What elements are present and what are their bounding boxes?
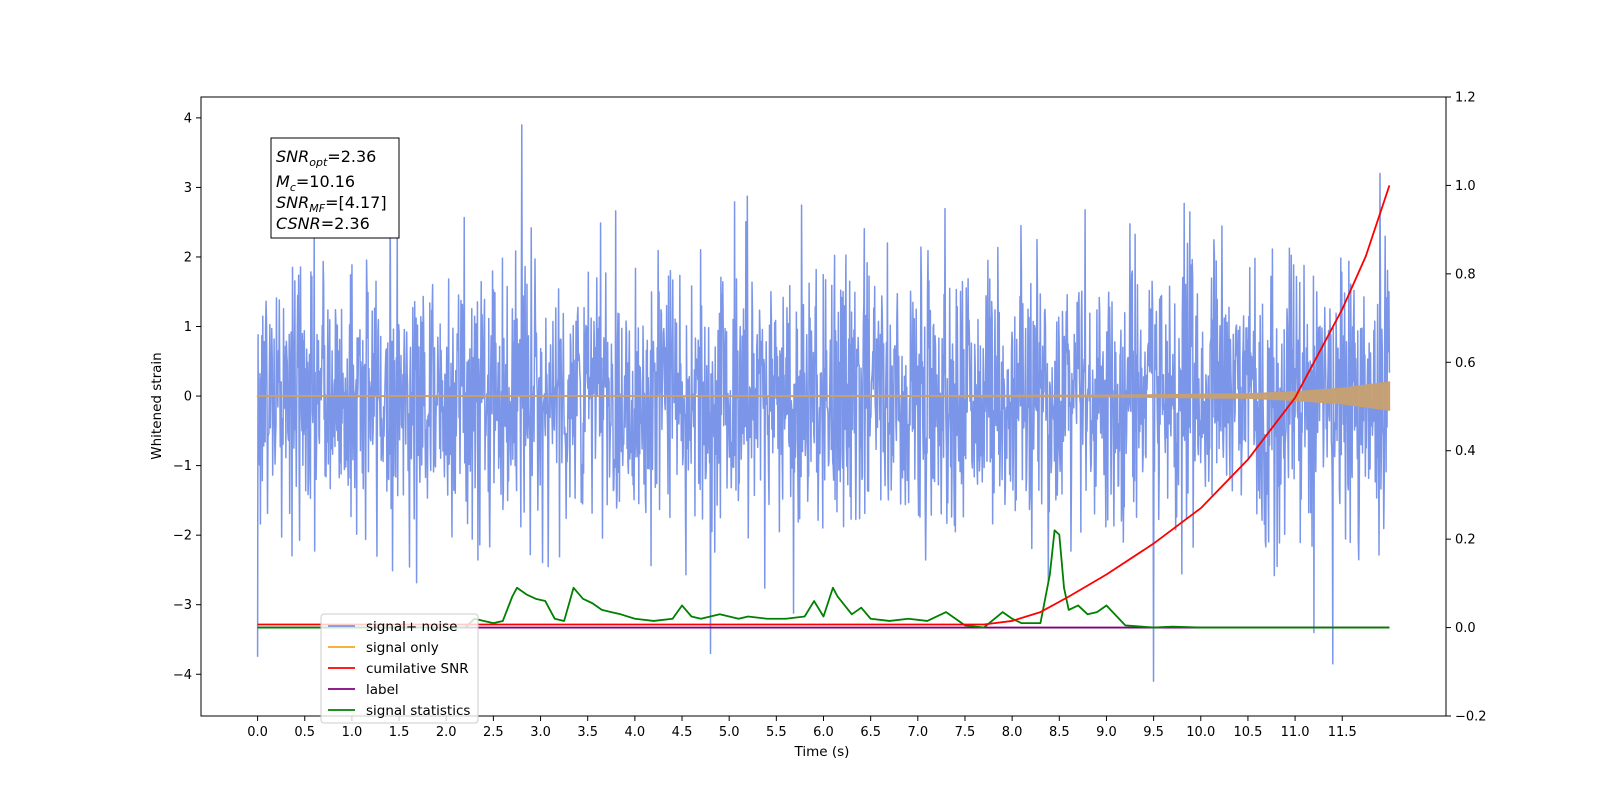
x-tick-label: 7.0 [907, 725, 928, 740]
x-tick-label: 1.5 [389, 725, 410, 740]
x-tick-label: 8.5 [1049, 725, 1070, 740]
annotation-line-snr-opt: SNRopt=2.36 [276, 147, 376, 169]
legend-label: signal only [366, 640, 439, 656]
legend-signal-statistics: signal statistics [328, 703, 470, 719]
x-tick-label: 5.0 [719, 725, 740, 740]
x-tick-label: 7.5 [955, 725, 976, 740]
x-axis-label: Time (s) [794, 744, 850, 760]
stats-annotation-box: SNRopt=2.36 Mc=10.16 SNRMF=[4.17] CSNR=2… [270, 137, 400, 239]
y-tick-label: 4 [184, 111, 192, 126]
legend-label: label [366, 682, 399, 698]
y2-tick-label: −0.2 [1455, 710, 1487, 725]
y2-tick-label: 0.8 [1455, 267, 1476, 282]
annotation-line-snr-mf: SNRMF=[4.17] [276, 193, 387, 215]
y-tick-label: −2 [173, 529, 192, 544]
y2-axis-ticks: −0.2 0.0 0.2 0.4 0.6 0.8 1.0 1.2 [1446, 91, 1487, 725]
x-axis-ticks: 0.0 0.5 1.0 1.5 2.0 2.5 3.0 3.5 4.0 4.5 5.0 5.5 6.0 6… [247, 716, 1357, 740]
x-tick-label: 4.0 [625, 725, 646, 740]
x-tick-label: 2.5 [483, 725, 504, 740]
plot-area [200, 96, 1447, 717]
legend-signal-noise: signal+ noise [328, 619, 457, 635]
legend-cumulative-snr: cumilative SNR [328, 661, 469, 677]
x-tick-label: 4.5 [672, 725, 693, 740]
x-tick-label: 9.0 [1096, 725, 1117, 740]
series-signal-statistics [257, 529, 1390, 629]
x-tick-label: 10.5 [1233, 725, 1262, 740]
y2-tick-label: 0.4 [1455, 444, 1476, 459]
legend: signal+ noise signal only cumilative SNR la… [320, 613, 479, 724]
y2-tick-label: 0.6 [1455, 356, 1476, 371]
y-tick-label: −4 [173, 668, 192, 683]
y-tick-label: 2 [184, 250, 192, 265]
y2-tick-label: 1.0 [1455, 179, 1476, 194]
x-tick-label: 6.5 [860, 725, 881, 740]
legend-frame [320, 613, 479, 724]
x-tick-label: 3.0 [530, 725, 551, 740]
series-signal-noise [256, 124, 1391, 682]
x-tick-label: 0.5 [294, 725, 315, 740]
legend-label: cumilative SNR [366, 661, 469, 677]
annotation-line-csnr: CSNR=2.36 [276, 214, 370, 233]
y-tick-label: 0 [184, 390, 192, 405]
y2-tick-label: 0.2 [1455, 533, 1476, 548]
series-cumulative-snr [257, 185, 1391, 626]
x-tick-label: 5.5 [766, 725, 787, 740]
legend-label: signal statistics [366, 703, 470, 719]
x-tick-label: 9.5 [1143, 725, 1164, 740]
y-axis-label: Whitened strain [149, 352, 165, 459]
x-tick-label: 1.0 [342, 725, 363, 740]
x-tick-label: 2.0 [436, 725, 457, 740]
x-tick-label: 11.5 [1328, 725, 1357, 740]
x-tick-label: 6.0 [813, 725, 834, 740]
y-tick-label: 3 [184, 181, 192, 196]
y-axis-ticks: −4 −3 −2 −1 0 1 2 3 4 [173, 111, 201, 683]
y2-tick-label: 0.0 [1455, 621, 1476, 636]
legend-signal-only: signal only [328, 640, 439, 656]
y-tick-label: −1 [173, 459, 192, 474]
y-tick-label: 1 [184, 320, 192, 335]
y2-tick-label: 1.2 [1455, 91, 1476, 106]
y-tick-label: −3 [173, 598, 192, 613]
annotation-line-chirp-mass: Mc=10.16 [276, 172, 355, 194]
x-tick-label: 8.0 [1002, 725, 1023, 740]
series-signal-only [256, 381, 1391, 411]
legend-label: label [328, 682, 399, 698]
annotation-frame [270, 137, 400, 239]
legend-label: signal+ noise [366, 619, 457, 635]
x-tick-label: 3.5 [577, 725, 598, 740]
x-tick-label: 11.0 [1281, 725, 1310, 740]
x-tick-label: 0.0 [247, 725, 268, 740]
legend-items: signal+ noise signal only cumilative SNR la… [328, 619, 470, 719]
x-tick-label: 10.0 [1186, 725, 1215, 740]
